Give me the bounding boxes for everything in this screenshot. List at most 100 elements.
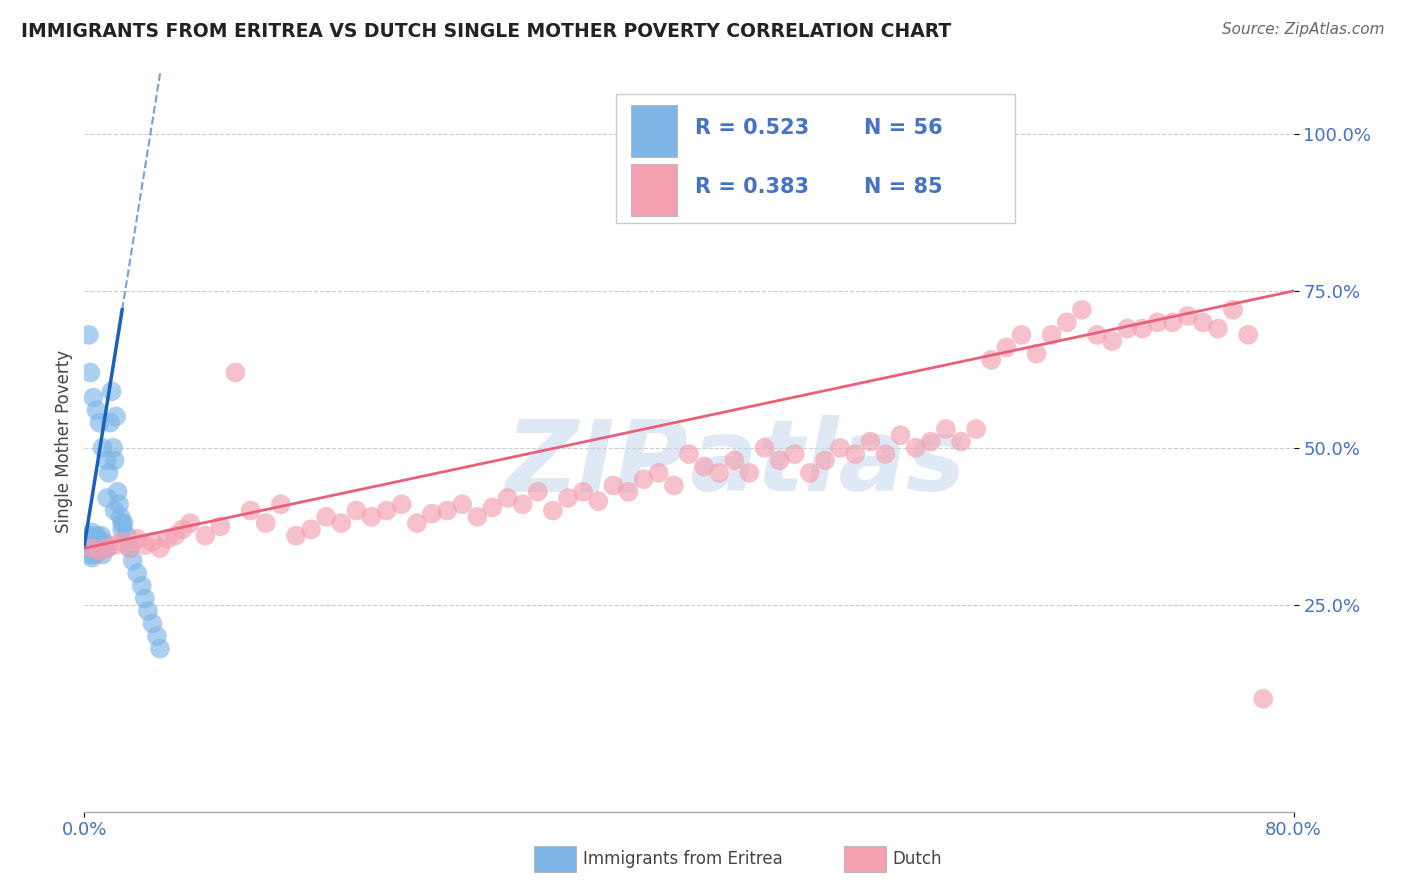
Point [134,591,156,606]
Point [141,535,163,549]
Point [112,516,135,530]
Point [572,484,595,499]
Text: ZIP: ZIP [506,416,689,512]
Point [920,434,942,449]
Point [91,441,114,455]
Point [131,579,153,593]
Point [420,507,443,521]
Point [481,500,503,515]
Point [723,453,745,467]
Point [96,541,118,556]
Point [1085,327,1108,342]
Point [141,616,163,631]
Point [80,538,103,552]
Point [965,422,987,436]
Point [134,538,156,552]
Point [149,641,172,656]
Point [678,447,700,461]
Point [738,466,761,480]
Point [91,538,114,552]
Point [77,529,100,543]
Point [101,441,124,455]
Point [111,522,134,536]
Text: Dutch: Dutch [893,850,942,868]
Text: atlas: atlas [689,416,966,512]
Point [270,497,292,511]
Point [588,494,610,508]
Point [194,529,217,543]
Point [104,503,127,517]
Point [107,484,129,499]
Point [285,529,308,543]
Point [1222,302,1244,317]
Text: Source: ZipAtlas.com: Source: ZipAtlas.com [1222,22,1385,37]
Point [86,403,108,417]
Point [980,353,1002,368]
Point [391,497,413,511]
Point [80,550,103,565]
Point [111,535,134,549]
Point [814,453,837,467]
FancyBboxPatch shape [616,94,1015,223]
Point [1192,315,1215,329]
Point [754,441,776,455]
Point [93,535,115,549]
Point [1025,347,1047,361]
Point [541,503,564,517]
Point [96,453,118,467]
Point [904,441,927,455]
Point [84,535,107,549]
Point [648,466,671,480]
Point [209,519,232,533]
Text: R = 0.523: R = 0.523 [695,118,808,137]
Point [225,366,247,380]
Point [96,491,118,505]
Point [1237,327,1260,342]
Point [86,529,108,543]
Point [118,541,141,556]
Point [127,566,149,581]
Point [84,548,107,562]
Text: Immigrants from Eritrea: Immigrants from Eritrea [583,850,783,868]
Point [172,522,194,536]
Point [1130,321,1153,335]
Point [709,466,731,480]
Point [1056,315,1078,329]
Point [330,516,353,530]
Point [346,503,368,517]
Point [436,503,458,517]
Point [783,447,806,461]
Point [82,532,104,546]
Point [496,491,519,505]
Point [96,541,118,556]
Point [995,340,1018,354]
Point [105,409,128,424]
Text: N = 85: N = 85 [865,177,943,197]
Point [299,522,322,536]
Text: IMMIGRANTS FROM ERITREA VS DUTCH SINGLE MOTHER POVERTY CORRELATION CHART: IMMIGRANTS FROM ERITREA VS DUTCH SINGLE … [21,22,952,41]
Point [799,466,821,480]
Point [89,416,111,430]
Point [79,366,101,380]
Point [77,541,100,556]
Point [1253,691,1275,706]
Point [693,459,716,474]
Point [1146,315,1168,329]
Point [557,491,579,505]
Point [859,434,882,449]
Point [127,532,149,546]
Point [875,447,897,461]
Point [87,541,110,556]
Point [98,416,121,430]
Point [1206,321,1229,335]
Point [82,541,104,556]
Point [89,535,111,549]
Point [527,484,550,499]
Point [115,529,138,543]
Point [111,516,134,530]
Point [80,525,103,540]
Point [890,428,912,442]
Point [769,453,792,467]
Point [87,532,110,546]
Point [1101,334,1123,348]
